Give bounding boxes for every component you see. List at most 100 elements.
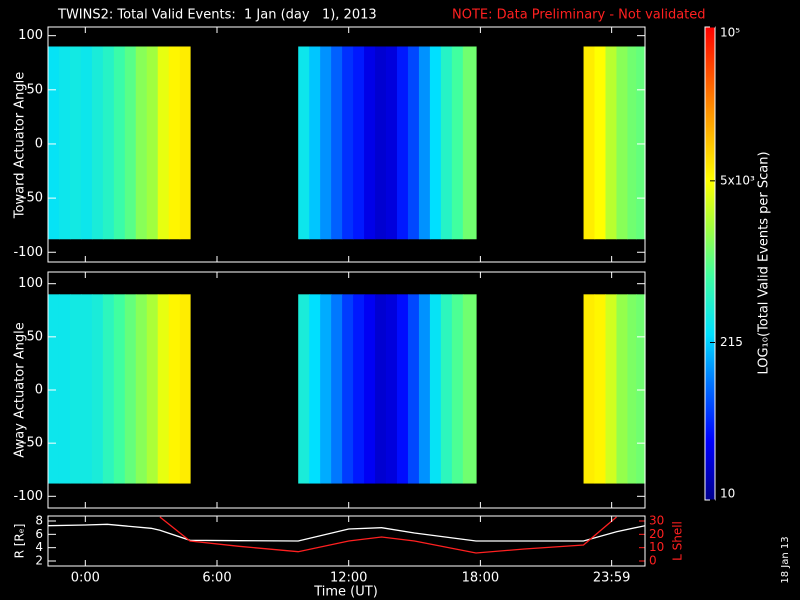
heatmap-cell (605, 46, 618, 240)
heatmap-cell (440, 294, 453, 484)
heatmap-cell (386, 46, 398, 240)
line-series (159, 516, 617, 554)
heatmap-cell (69, 294, 82, 484)
heatmap-cell (320, 294, 332, 484)
y-tick-label: -50 (22, 436, 43, 451)
heatmap-cell (462, 294, 477, 484)
heatmap-cell (309, 46, 321, 240)
y-tick-label: 0 (35, 383, 43, 398)
heatmap-cell (418, 294, 431, 484)
heatmap-cell (407, 294, 420, 484)
y-axis-label: Toward Actuator Angle (13, 72, 28, 219)
heatmap-cell (168, 294, 181, 484)
y-tick-label: -50 (22, 191, 43, 206)
heatmap-cell (429, 46, 442, 240)
x-tick-label: 0:00 (71, 571, 100, 586)
y-tick-label: 2 (35, 554, 43, 568)
y2-tick-label: 0 (649, 554, 657, 568)
y-tick-label: 100 (18, 276, 43, 291)
colorbar-tick-label: 10⁵ (720, 26, 740, 40)
heatmap-cell (58, 46, 71, 240)
y-tick-label: -100 (13, 489, 43, 504)
colorbar-tick-label: 10 (720, 487, 735, 501)
x-tick-label: 18:00 (462, 571, 499, 586)
line-series (48, 523, 645, 542)
y-axis-label: R [Rₑ] (13, 524, 27, 559)
heatmap-cell (80, 294, 93, 484)
heatmap-cell (451, 46, 464, 240)
x-tick-label: 23:59 (593, 571, 630, 586)
heatmap-cell (451, 294, 464, 484)
y2-axis-label: L Shell (671, 521, 685, 561)
heatmap-cell (124, 46, 137, 240)
heatmap-cell (113, 294, 126, 484)
heatmap-cell (168, 46, 181, 240)
y-axis-label: Away Actuator Angle (13, 322, 28, 457)
heatmap-cell (364, 46, 376, 240)
heatmap-cell (320, 46, 332, 240)
heatmap-cell (157, 46, 170, 240)
heatmap-cell (342, 294, 354, 484)
y-tick-label: 0 (35, 136, 43, 151)
heatmap-cell (102, 46, 115, 240)
heatmap-cell (58, 294, 71, 484)
x-axis-label: Time (UT) (313, 585, 378, 600)
heatmap-cell (135, 294, 148, 484)
y2-tick-label: 20 (649, 527, 664, 541)
heatmap-cell (124, 294, 137, 484)
heatmap-cell (375, 294, 387, 484)
heatmap-cell (331, 294, 343, 484)
heatmap-cell (146, 46, 159, 240)
x-tick-label: 12:00 (330, 571, 367, 586)
colorbar-label: LOG₁₀(Total Valid Events per Scan) (757, 151, 772, 374)
y2-tick-label: 10 (649, 540, 664, 554)
heatmap-cell (331, 46, 343, 240)
heatmap-cell (627, 294, 637, 484)
heatmap-cell (309, 294, 321, 484)
heatmap-cell (594, 46, 607, 240)
heatmap-cell (583, 294, 596, 484)
plot-frame (47, 515, 646, 567)
heatmap-cell (364, 294, 376, 484)
heatmap-cell (396, 294, 409, 484)
y-tick-label: 6 (35, 527, 43, 541)
heatmap-cell (636, 294, 646, 484)
heatmap-cell (375, 46, 387, 240)
heatmap-cell (386, 294, 398, 484)
y-tick-label: 100 (18, 28, 43, 43)
heatmap-cell (616, 46, 629, 240)
colorbar-tick-label: 5x10³ (720, 173, 755, 187)
chart-title: TWINS2: Total Valid Events: 1 Jan (day 1… (57, 8, 377, 23)
heatmap-cell (616, 294, 629, 484)
heatmap-cell (605, 294, 618, 484)
heatmap-cell (594, 294, 607, 484)
heatmap-cell (353, 294, 365, 484)
y-tick-label: 50 (26, 329, 43, 344)
heatmap-cell (157, 294, 170, 484)
heatmap-cell (636, 46, 646, 240)
heatmap-cell (146, 294, 159, 484)
heatmap-cell (462, 46, 477, 240)
note: NOTE: Data Preliminary - Not validated (452, 8, 706, 23)
heatmap-cell (48, 294, 60, 484)
heatmap-cell (91, 294, 104, 484)
x-tick-label: 6:00 (202, 571, 231, 586)
heatmap-cell (135, 46, 148, 240)
colorbar-tick-label: 215 (720, 335, 743, 349)
heatmap-cell (440, 46, 453, 240)
heatmap-cell (48, 46, 60, 240)
heatmap-cell (179, 46, 191, 240)
heatmap-cell (298, 294, 310, 484)
plot-area (48, 516, 645, 554)
heatmap-cell (342, 46, 354, 240)
heatmap-cell (80, 46, 93, 240)
heatmap-cell (407, 46, 420, 240)
heatmap-cell (429, 294, 442, 484)
heatmap-cell (298, 46, 310, 240)
y2-tick-label: 30 (649, 514, 664, 528)
heatmap-cell (627, 46, 637, 240)
heatmap-cell (583, 46, 596, 240)
heatmap-cell (102, 294, 115, 484)
